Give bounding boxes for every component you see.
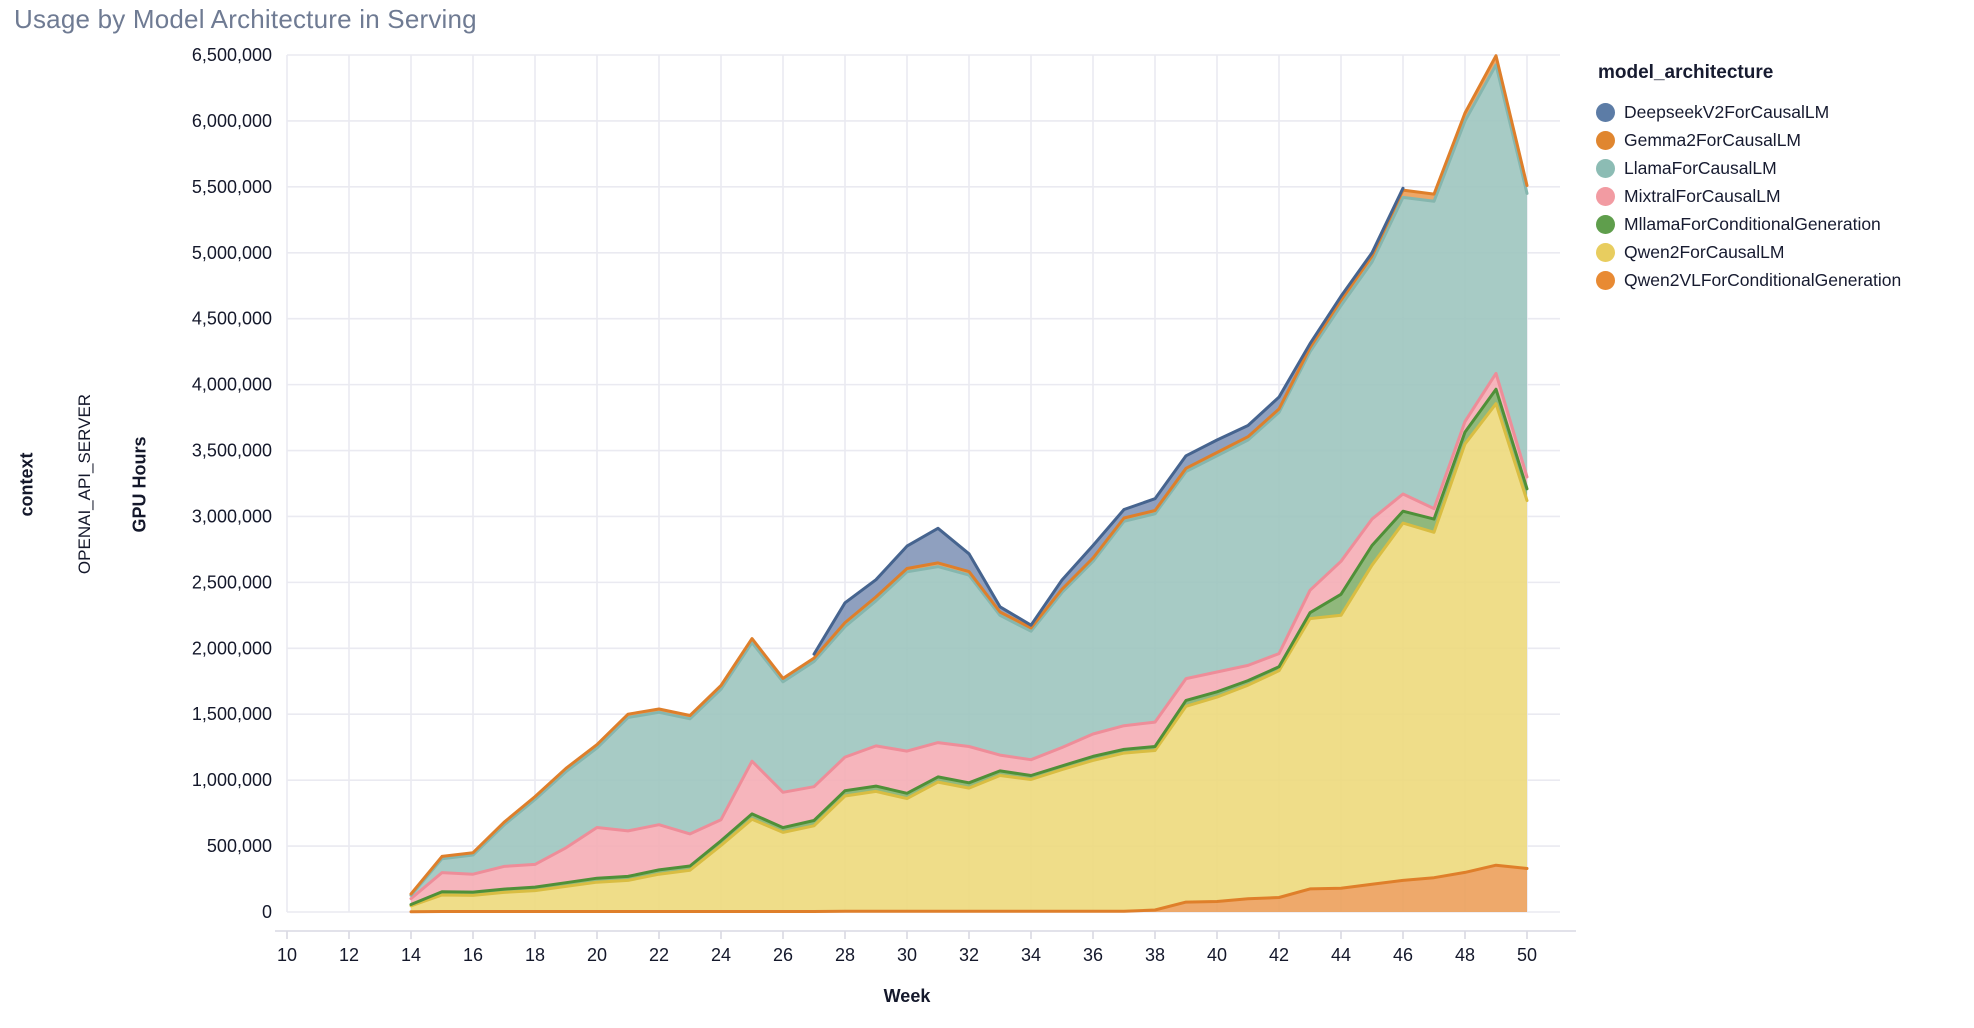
y-tick-label: 6,500,000 (192, 45, 272, 65)
area-line-MllamaForConditionalGeneration (409, 387, 1529, 906)
x-axis-title: Week (883, 986, 931, 1006)
y-axis: 0 500,000 1,000,000 1,500,000 2,000,000 2,500… (192, 45, 272, 922)
y-tick-label: 5,500,000 (192, 177, 272, 197)
area-LlamaForCausalLM (411, 64, 1527, 899)
legend-item-Qwen2ForCausalLM[interactable]: Qwen2ForCausalLM (1596, 238, 1966, 266)
y-tick-label: 1,500,000 (192, 704, 272, 724)
x-tick-label: 18 (525, 945, 545, 965)
x-tick-label: 50 (1517, 945, 1537, 965)
y-tick-label: 2,000,000 (192, 638, 272, 658)
y-tick-label: 0 (262, 902, 272, 922)
legend-item-label: LlamaForCausalLM (1624, 157, 1777, 178)
legend-item-Gemma2ForCausalLM[interactable]: Gemma2ForCausalLM (1596, 126, 1966, 154)
x-tick-label: 24 (711, 945, 731, 965)
area-line-Gemma2ForCausalLM (409, 54, 1529, 896)
area-strokes (409, 54, 1529, 914)
legend-item-label: MixtralForCausalLM (1624, 185, 1781, 206)
legend-item-label: DeepseekV2ForCausalLM (1624, 101, 1830, 122)
x-tick-label: 12 (339, 945, 359, 965)
legend-item-label: Qwen2ForCausalLM (1624, 241, 1785, 262)
y-tick-label: 2,500,000 (192, 572, 272, 592)
y-tick-label: 3,500,000 (192, 441, 272, 461)
legend-item-LlamaForCausalLM[interactable]: LlamaForCausalLM (1596, 154, 1966, 182)
x-tick-label: 22 (649, 945, 669, 965)
legend-item-MllamaForConditionalGeneration[interactable]: MllamaForConditionalGeneration (1596, 210, 1966, 238)
y-tick-label: 500,000 (207, 836, 272, 856)
y-tick-label: 6,000,000 (192, 111, 272, 131)
y-tick-label: 1,000,000 (192, 770, 272, 790)
legend-item-label: Qwen2VLForConditionalGeneration (1624, 269, 1902, 290)
x-tick-label: 10 (277, 945, 297, 965)
x-tick-label: 32 (959, 945, 979, 965)
legend-dot-icon (1596, 186, 1615, 206)
legend-item-label: Gemma2ForCausalLM (1624, 129, 1801, 150)
legend-item-DeepseekV2ForCausalLM[interactable]: DeepseekV2ForCausalLM (1596, 98, 1966, 126)
x-axis: 10 12 14 16 18 20 22 24 26 28 30 32 34 36 38 40 42 44 46 48… (275, 930, 1576, 965)
x-tick-label: 42 (1269, 945, 1289, 965)
x-tick-label: 30 (897, 945, 917, 965)
legend-dot-icon (1596, 158, 1615, 178)
x-tick-label: 34 (1021, 945, 1041, 965)
y-tick-label: 4,000,000 (192, 375, 272, 395)
chart-title: Usage by Model Architecture in Serving (14, 4, 477, 34)
legend: model_architecture DeepseekV2ForCausalLM… (1596, 62, 1966, 294)
x-tick-label: 36 (1083, 945, 1103, 965)
x-tick-label: 38 (1145, 945, 1165, 965)
legend-item-MixtralForCausalLM[interactable]: MixtralForCausalLM (1596, 182, 1966, 210)
area-line-MixtralForCausalLM (409, 371, 1529, 901)
x-tick-label: 28 (835, 945, 855, 965)
x-tick-label: 44 (1331, 945, 1351, 965)
area-line-Qwen2ForCausalLM (409, 402, 1529, 908)
legend-dot-icon (1596, 242, 1615, 262)
x-tick-label: 48 (1455, 945, 1475, 965)
legend-dot-icon (1596, 102, 1615, 122)
y-tick-label: 3,000,000 (192, 506, 272, 526)
area-Qwen2ForCausalLM (411, 403, 1527, 912)
x-tick-label: 40 (1207, 945, 1227, 965)
x-tick-label: 20 (587, 945, 607, 965)
x-tick-label: 26 (773, 945, 793, 965)
area-line-Qwen2VLForConditionalGeneration (409, 863, 1529, 914)
legend-dot-icon (1596, 130, 1615, 150)
area-line-DeepseekV2ForCausalLM (812, 186, 1405, 656)
legend-item-label: MllamaForConditionalGeneration (1624, 213, 1881, 234)
y-tick-label: 5,000,000 (192, 243, 272, 263)
legend-item-Qwen2VLForConditionalGeneration[interactable]: Qwen2VLForConditionalGeneration (1596, 266, 1966, 294)
legend-dot-icon (1596, 214, 1615, 234)
area-line-LlamaForCausalLM (409, 63, 1529, 897)
x-tick-label: 14 (401, 945, 421, 965)
y-tick-label: 4,500,000 (192, 309, 272, 329)
x-tick-label: 46 (1393, 945, 1413, 965)
x-tick-label: 16 (463, 945, 483, 965)
legend-dot-icon (1596, 270, 1615, 290)
legend-title: model_architecture (1598, 62, 1774, 83)
